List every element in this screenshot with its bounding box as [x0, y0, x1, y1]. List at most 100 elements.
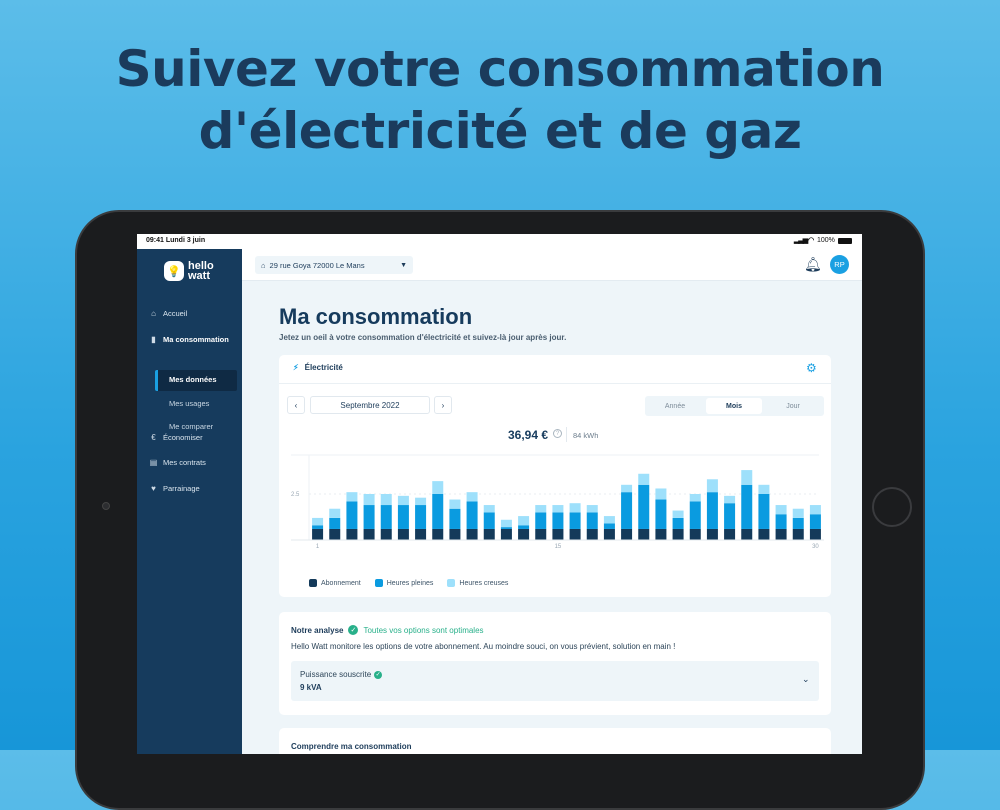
prev-period-button[interactable]: ‹	[287, 396, 305, 414]
bar-heures-creuses-5	[380, 494, 392, 506]
bar-heures-creuses-24	[706, 479, 718, 493]
sidebar-item-accueil[interactable]: ⌂ Accueil	[149, 309, 187, 318]
bar-heures-pleines-28	[775, 514, 787, 529]
legend-label: Heures pleines	[386, 579, 434, 587]
bar-abonnement-18	[603, 528, 615, 540]
bar-heures-pleines-8	[432, 494, 444, 529]
sidebar-item-mes-contrats[interactable]: ▤ Mes contrats	[149, 458, 206, 467]
bar-heures-pleines-21	[655, 499, 667, 529]
headline-line-2: d'électricité et de gaz	[198, 102, 802, 160]
x-tick-label: 15	[555, 544, 562, 550]
bar-heures-creuses-13	[518, 516, 530, 526]
bar-heures-pleines-16	[569, 512, 581, 529]
document-icon: ▤	[149, 458, 158, 467]
bar-heures-creuses-11	[483, 505, 495, 513]
bar-heures-creuses-22	[672, 510, 684, 518]
bar-heures-pleines-9	[449, 508, 461, 529]
card-header: ⚡︎ Électricité	[293, 363, 343, 372]
bar-abonnement-10	[466, 528, 478, 540]
chart-legend: Abonnement Heures pleines Heures creuses	[309, 579, 508, 587]
bar-heures-creuses-25	[724, 495, 736, 504]
bar-abonnement-1	[312, 528, 324, 540]
option-value: 9 kVA	[300, 683, 322, 692]
x-tick-label: 30	[812, 544, 819, 550]
bar-heures-creuses-8	[432, 481, 444, 494]
battery-level: 100%	[817, 237, 835, 244]
address-select[interactable]: ⌂ 29 rue Goya 72000 Le Mans ▼	[255, 256, 413, 274]
bar-heures-pleines-25	[724, 503, 736, 529]
chevron-down-icon[interactable]: ⌄	[802, 674, 810, 684]
sidebar-item-label: Mes contrats	[163, 458, 206, 467]
bar-abonnement-6	[397, 528, 409, 540]
status-time: 09:41 Lundi 3 juin	[146, 237, 206, 244]
bar-heures-pleines-2	[329, 517, 341, 529]
legend-swatch	[309, 579, 317, 587]
total-cost: 36,94 €	[508, 428, 549, 442]
analysis-title: Notre analyse	[291, 625, 344, 635]
analysis-text: Hello Watt monitore les options de votre…	[291, 642, 676, 651]
bar-abonnement-17	[586, 528, 598, 540]
option-label: Puissance souscrite	[300, 670, 372, 679]
gift-icon: ♥	[151, 484, 156, 493]
legend-abonnement: Abonnement	[309, 579, 361, 587]
sidebar-item-label: Ma consommation	[163, 335, 229, 344]
bar-abonnement-8	[432, 528, 444, 540]
bar-abonnement-24	[706, 528, 718, 540]
period-display[interactable]: Septembre 2022	[310, 396, 430, 414]
bar-abonnement-11	[483, 528, 495, 540]
x-tick-label: 1	[316, 544, 320, 550]
bar-abonnement-15	[552, 528, 564, 540]
gear-icon[interactable]: ⚙	[806, 361, 817, 375]
sidebar-subitem-me-comparer[interactable]: Me comparer	[169, 422, 214, 431]
home-button[interactable]	[872, 487, 912, 527]
bar-heures-pleines-10	[466, 501, 478, 529]
sidebar-item-economiser[interactable]: € Économiser	[149, 433, 202, 442]
camera	[102, 502, 110, 510]
bar-heures-creuses-1	[312, 517, 324, 526]
divider	[566, 427, 567, 442]
sidebar-item-ma-consommation[interactable]: ▮ Ma consommation	[149, 335, 229, 344]
bulb-icon: 💡	[164, 261, 184, 281]
top-bar: ⌂ 29 rue Goya 72000 Le Mans ▼ 🔔︎ RP	[242, 249, 862, 281]
logo-text: hello watt	[188, 260, 214, 282]
sidebar-item-parrainage[interactable]: ♥ Parrainage	[149, 484, 200, 493]
analysis-header: Notre analyse ✓ Toutes vos options sont …	[291, 625, 484, 635]
bar-heures-creuses-20	[638, 473, 650, 485]
legend-label: Heures creuses	[459, 579, 509, 587]
help-icon[interactable]: ?	[553, 429, 562, 438]
bar-abonnement-2	[329, 528, 341, 540]
bar-heures-creuses-6	[397, 495, 409, 506]
bar-abonnement-4	[363, 528, 375, 540]
bar-heures-pleines-24	[706, 492, 718, 529]
option-puissance-souscrite[interactable]: Puissance souscrite ✓ 9 kVA ⌄	[291, 661, 819, 701]
bar-heures-creuses-2	[329, 508, 341, 518]
legend-heures-creuses: Heures creuses	[447, 579, 508, 587]
y-tick-label: 5	[291, 450, 295, 452]
bar-heures-creuses-29	[792, 508, 804, 518]
tab-annee[interactable]: Année	[664, 402, 686, 410]
bar-heures-pleines-5	[380, 505, 392, 529]
sidebar: 💡 hello watt ⌂ Accueil ▮ Ma consommation M…	[137, 249, 242, 754]
bar-heures-creuses-10	[466, 492, 478, 502]
bar-heures-creuses-7	[415, 497, 427, 506]
address-text: 29 rue Goya 72000 Le Mans	[269, 260, 365, 270]
bar-heures-creuses-16	[569, 503, 581, 513]
bar-abonnement-21	[655, 528, 667, 540]
next-period-button[interactable]: ›	[434, 396, 452, 414]
bar-abonnement-26	[741, 528, 753, 540]
sidebar-subitem-mes-usages[interactable]: Mes usages	[169, 399, 210, 408]
tab-mois[interactable]: Mois	[706, 398, 762, 414]
status-bar: 09:41 Lundi 3 juin ▂▃▅ ◠ 100%	[137, 234, 862, 249]
bar-heures-creuses-14	[535, 505, 547, 513]
bar-heures-creuses-4	[363, 494, 375, 506]
sidebar-subitem-mes-donnees[interactable]: Mes données	[169, 375, 217, 384]
bell-icon[interactable]: 🔔︎	[804, 256, 822, 272]
analysis-status: Toutes vos options sont optimales	[363, 625, 484, 635]
tab-jour[interactable]: Jour	[786, 402, 800, 410]
bar-heures-creuses-30	[809, 505, 821, 515]
avatar[interactable]: RP	[830, 255, 849, 274]
bar-abonnement-25	[724, 528, 736, 540]
bar-abonnement-13	[518, 528, 530, 540]
bar-heures-pleines-3	[346, 501, 358, 529]
bar-heures-pleines-26	[741, 484, 753, 529]
